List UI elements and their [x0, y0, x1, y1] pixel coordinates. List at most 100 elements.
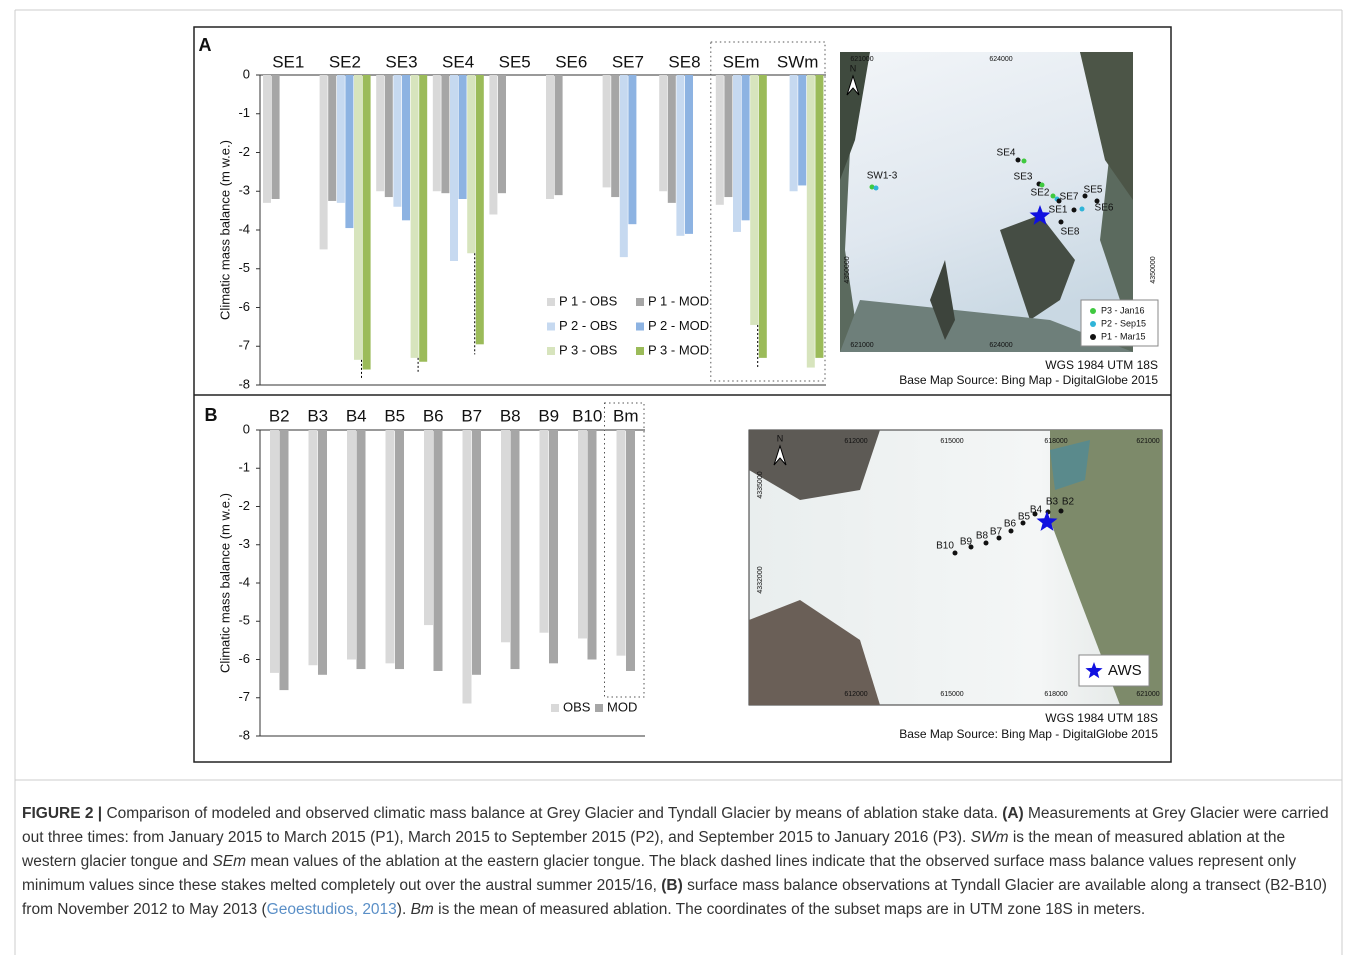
category-label: B6: [423, 406, 444, 425]
map-legend-dot: [1090, 334, 1096, 340]
map-coordinate: 621000: [1136, 691, 1159, 698]
caption-plain: Comparison of modeled and observed clima…: [102, 805, 1002, 822]
stake-label: B3: [1046, 497, 1059, 508]
panel-label: A: [199, 35, 212, 55]
y-tick-label: -5: [238, 613, 250, 628]
map-legend-label: AWS: [1108, 662, 1142, 679]
caption-italic: SEm: [212, 853, 246, 870]
y-tick-label: -7: [238, 338, 250, 353]
bar: [659, 75, 667, 191]
legend-swatch: [636, 298, 644, 306]
stake-label: SE7: [1060, 192, 1079, 203]
bar: [354, 75, 362, 360]
legend-label: P 2 - OBS: [559, 318, 618, 333]
map-legend-label: P2 - Sep15: [1101, 318, 1146, 328]
map-coordinate: 4350000: [1150, 256, 1157, 283]
legend-label: P 1 - MOD: [648, 293, 709, 308]
bar: [402, 75, 410, 220]
bar: [733, 75, 741, 232]
stake-label: B9: [960, 537, 973, 548]
bar: [489, 75, 497, 215]
bar: [476, 75, 484, 344]
bar: [393, 75, 401, 207]
map-legend-label: P3 - Jan16: [1101, 305, 1145, 315]
category-label: B8: [500, 406, 521, 425]
map-coordinate: 615000: [940, 438, 963, 445]
stake-label: SE2: [1031, 188, 1050, 199]
stake-label: SE3: [1014, 172, 1033, 183]
legend-swatch: [636, 323, 644, 331]
map-crs: WGS 1984 UTM 18S: [1045, 358, 1158, 372]
bar: [750, 75, 758, 325]
bar: [742, 75, 750, 220]
category-label: SWm: [777, 52, 819, 71]
bar: [798, 75, 806, 185]
bar: [395, 430, 404, 669]
bar: [685, 75, 693, 234]
legend-swatch: [547, 298, 555, 306]
bar: [441, 75, 449, 193]
bar: [376, 75, 384, 191]
caption-bold: (A): [1002, 805, 1024, 822]
bar: [345, 75, 353, 228]
bar: [434, 430, 443, 671]
caption: FIGURE 2 | Comparison of modeled and obs…: [22, 802, 1340, 922]
category-label: SE8: [668, 52, 700, 71]
caption-link[interactable]: Geoestudios, 2013: [267, 901, 397, 918]
category-label: B9: [538, 406, 559, 425]
legend-swatch: [595, 704, 603, 712]
bar: [472, 430, 481, 675]
legend-label: P 1 - OBS: [559, 293, 618, 308]
bar: [501, 430, 510, 642]
map-coordinate: 4332000: [757, 566, 764, 593]
legend-label: OBS: [563, 699, 591, 714]
legend-swatch: [551, 704, 559, 712]
stake-label: B2: [1062, 497, 1075, 508]
bar: [272, 75, 280, 199]
bar: [357, 430, 366, 669]
stake-label: B10: [936, 541, 954, 552]
stake-label: B6: [1004, 519, 1017, 530]
stake-label: SW1-3: [867, 171, 898, 182]
y-tick-label: -8: [238, 376, 250, 391]
legend-label: P 3 - MOD: [648, 342, 709, 357]
category-label: B5: [384, 406, 405, 425]
map-coordinate: 4350000: [844, 256, 851, 283]
y-tick-label: -2: [238, 144, 250, 159]
legend-label: P 2 - MOD: [648, 318, 709, 333]
map-legend-dot: [1090, 308, 1096, 314]
y-tick-label: -1: [238, 105, 250, 120]
map-coordinate: 624000: [989, 342, 1012, 349]
y-tick-label: -8: [238, 727, 250, 742]
bar: [815, 75, 823, 358]
y-tick-label: -6: [238, 651, 250, 666]
bar: [467, 75, 475, 253]
stake-label: SE1: [1049, 205, 1068, 216]
stake-point: [1051, 194, 1056, 199]
bar: [328, 75, 336, 201]
category-label: B3: [307, 406, 328, 425]
stake-label: B7: [990, 527, 1003, 538]
category-label: B10: [572, 406, 602, 425]
page: AClimatic mass balance (m w.e.)0-1-2-3-4…: [0, 0, 1357, 955]
north-label: N: [850, 63, 857, 73]
stake-point: [1016, 158, 1021, 163]
caption-italic: Bm: [411, 901, 434, 918]
stake-point: [1059, 509, 1064, 514]
category-label: B4: [346, 406, 367, 425]
y-tick-label: -3: [238, 183, 250, 198]
bar: [363, 75, 371, 370]
stake-point: [874, 186, 879, 191]
y-tick-label: -4: [238, 574, 250, 589]
bar: [318, 430, 327, 675]
bar: [807, 75, 815, 368]
map-coordinate: 621000: [850, 342, 873, 349]
map-coordinate: 624000: [989, 56, 1012, 63]
bar: [386, 430, 395, 663]
caption-plain: is the mean of measured ablation. The co…: [434, 901, 1145, 918]
category-label: SE1: [272, 52, 304, 71]
bar: [320, 75, 328, 249]
map-coordinate: 621000: [1136, 438, 1159, 445]
y-tick-label: -4: [238, 221, 250, 236]
map-coordinate: 621000: [850, 56, 873, 63]
